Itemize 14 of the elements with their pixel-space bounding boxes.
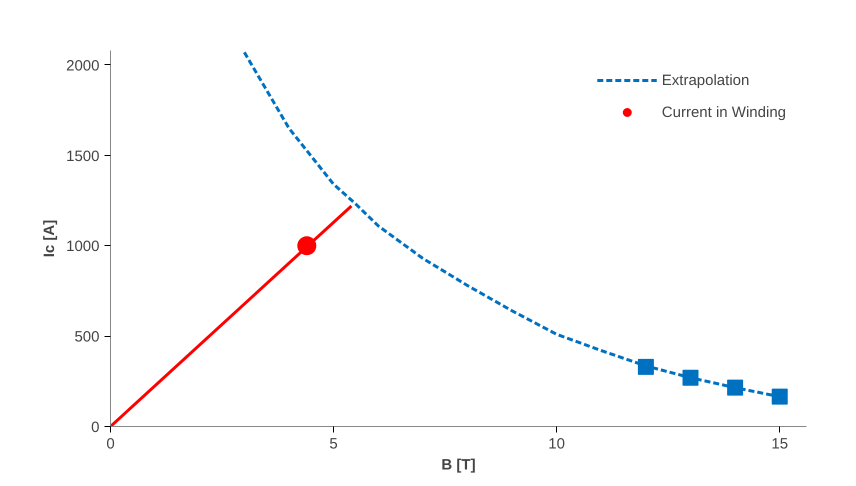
- x-tick-label: 5: [329, 436, 338, 452]
- point: [772, 388, 788, 405]
- y-tick-label: 1000: [66, 238, 100, 256]
- legend-label: Current in Winding: [662, 104, 786, 120]
- y-tick-label: 0: [91, 419, 100, 436]
- x-tick-label: 15: [771, 436, 788, 452]
- x-tick-label: 10: [548, 436, 565, 452]
- y-axis-title: Ic [A]: [41, 220, 58, 258]
- x-tick-label: 0: [106, 436, 115, 452]
- legend-label: Extrapolation: [662, 72, 750, 88]
- x-axis-title: B [T]: [441, 456, 476, 474]
- y-tick-label: 2000: [66, 57, 100, 74]
- y-tick-label: 500: [74, 328, 100, 346]
- y-tick-label: 1500: [66, 148, 100, 165]
